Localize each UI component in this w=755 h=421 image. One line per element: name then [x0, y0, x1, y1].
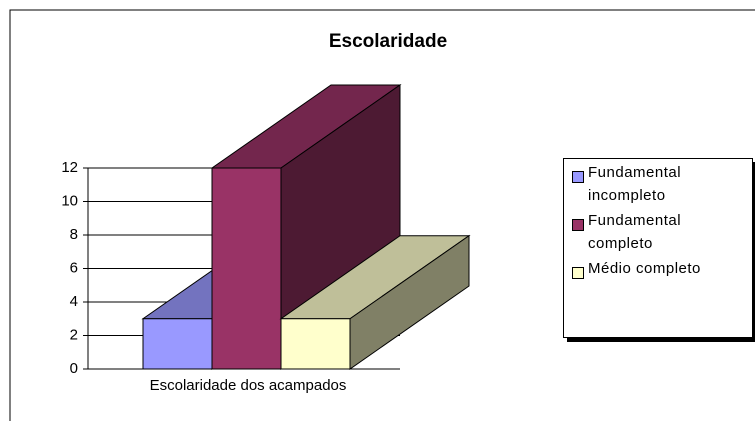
legend-entry: Médio completo	[572, 260, 748, 280]
bar	[142, 318, 213, 370]
legend-swatch	[572, 219, 584, 231]
bar	[280, 318, 351, 370]
legend-entry: Fundamental incompleto	[572, 164, 748, 207]
y-tick-label: 4	[70, 293, 78, 310]
y-tick-label: 12	[61, 159, 78, 176]
chart-title: Escolaridade	[329, 31, 447, 52]
legend-swatch	[572, 171, 584, 183]
legend-swatch	[572, 267, 584, 279]
legend-label: Fundamental completo	[588, 212, 682, 252]
legend-label: Fundamental incompleto	[588, 164, 682, 204]
legend-label: Médio completo	[588, 260, 701, 277]
bar	[211, 167, 282, 370]
legend-entry: Fundamental completo	[572, 212, 748, 255]
y-tick-label: 6	[70, 259, 78, 276]
y-tick-label: 10	[61, 192, 78, 209]
y-tick-label: 0	[70, 360, 78, 377]
x-tick-label: Escolaridade dos acampados	[150, 377, 347, 394]
y-tick-label: 8	[70, 226, 78, 243]
y-tick-label: 2	[70, 326, 78, 343]
chart-border	[9, 9, 755, 421]
legend: Fundamental incompleto Fundamental comple…	[563, 158, 753, 338]
